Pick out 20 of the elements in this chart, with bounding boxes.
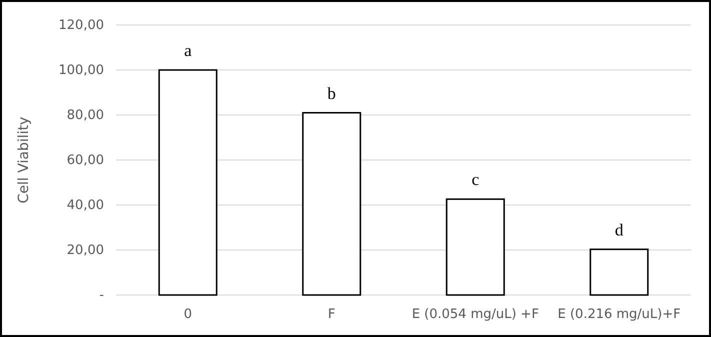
y-tick-label: 100,00 (58, 63, 104, 78)
y-tick-label: 80,00 (66, 108, 104, 124)
bar (302, 112, 362, 296)
y-tick-label: 60,00 (66, 153, 104, 168)
x-tick-label: F (328, 307, 336, 322)
y-tick-label: - (99, 288, 104, 304)
annotation: d (614, 220, 624, 240)
annotation: c (472, 170, 480, 190)
x-tick-label: 0 (184, 307, 192, 322)
x-tick-label: E (0.216 mg/uL)+F (558, 307, 681, 322)
annotation: a (184, 41, 192, 60)
y-axis-title: Cell Viability (16, 116, 32, 204)
y-tick-label: 20,00 (66, 243, 104, 258)
y-tick-label: 40,00 (66, 198, 104, 214)
bar (158, 69, 218, 296)
bar (446, 198, 505, 296)
bar (590, 248, 649, 296)
y-tick-label: 120,00 (58, 18, 104, 34)
x-tick-label: E (0.054 mg/uL) +F (412, 307, 539, 322)
annotation: b (327, 84, 336, 103)
